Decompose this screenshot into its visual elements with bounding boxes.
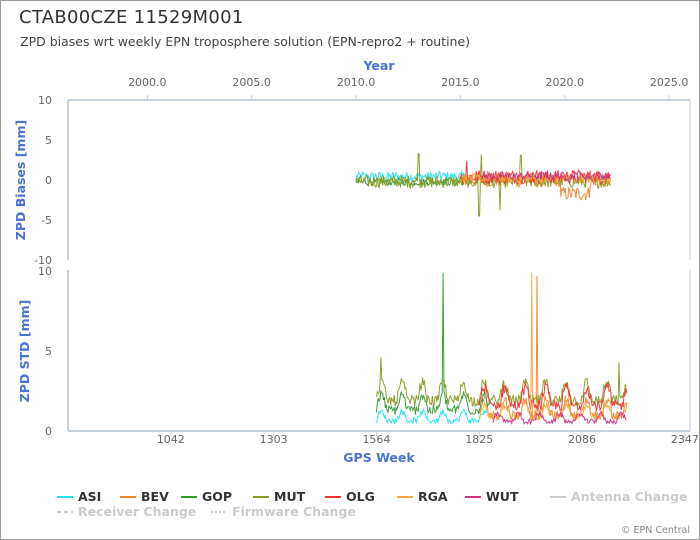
- top-x-ticks: 2000.0 2005.0 2010.0 2015.0 2020.0 2025.0: [128, 76, 688, 100]
- x-tick-label: 2086: [568, 433, 596, 446]
- legend-item-asi[interactable]: ASI: [57, 489, 101, 504]
- top-panel: 2000.0 2005.0 2010.0 2015.0 2020.0 2025.0 -10…: [13, 58, 691, 267]
- legend-label: OLG: [346, 489, 375, 504]
- x-tick-label: 2025.0: [650, 76, 689, 89]
- top-x-axis-label: Year: [363, 58, 396, 73]
- y-tick-label: 5: [45, 134, 52, 147]
- x-tick-label: 2015.0: [441, 76, 480, 89]
- top-y-ticks: -10 -5 0 5 10: [34, 94, 52, 267]
- legend-label: Firmware Change: [232, 504, 356, 519]
- series-line-olg: [478, 380, 628, 412]
- y-tick-label: 10: [38, 94, 52, 107]
- page-title: CTAB00CZE 11529M001: [19, 7, 244, 28]
- credit-text: © EPN Central: [621, 525, 690, 536]
- x-tick-label: 2020.0: [546, 76, 585, 89]
- x-tick-label: 2005.0: [232, 76, 271, 89]
- legend: ASI BEV GOP MUT OLG RGA WUT Antenna Change Recei…: [57, 489, 687, 519]
- y-tick-label: 5: [45, 345, 52, 358]
- bottom-panel: 1042 1303 1564 1825 2086 2347 0 5 10 GPS Week Z…: [17, 265, 699, 465]
- legend-item-gop[interactable]: GOP: [181, 489, 232, 504]
- top-y-axis-label: ZPD Biases [mm]: [13, 120, 28, 240]
- y-tick-label: 0: [45, 425, 52, 438]
- legend-item-wut[interactable]: WUT: [465, 489, 519, 504]
- legend-label: GOP: [202, 489, 232, 504]
- y-tick-label: 0: [45, 174, 52, 187]
- legend-label: WUT: [486, 489, 519, 504]
- bottom-x-axis-label: GPS Week: [343, 450, 415, 465]
- bottom-y-ticks: 0 5 10: [38, 265, 52, 438]
- legend-label: Receiver Change: [78, 504, 196, 519]
- legend-label: BEV: [141, 489, 169, 504]
- legend-label: MUT: [274, 489, 306, 504]
- x-tick-label: 1042: [157, 433, 185, 446]
- bottom-y-axis-label: ZPD STD [mm]: [17, 300, 32, 403]
- legend-label: ASI: [78, 489, 101, 504]
- x-tick-label: 2000.0: [128, 76, 167, 89]
- legend-item-bev[interactable]: BEV: [120, 489, 169, 504]
- legend-item-receiver-change[interactable]: Receiver Change: [57, 504, 196, 519]
- series-line-mut: [355, 153, 611, 217]
- series-line-wut: [481, 170, 611, 182]
- x-tick-label: 1825: [465, 433, 493, 446]
- series-line-wut: [492, 410, 627, 426]
- x-tick-label: 2010.0: [337, 76, 376, 89]
- legend-label: RGA: [418, 489, 448, 504]
- y-tick-label: -10: [34, 254, 52, 267]
- legend-item-olg[interactable]: OLG: [325, 489, 375, 504]
- x-tick-label: 2347: [671, 433, 699, 446]
- series-line-mut: [375, 357, 627, 408]
- page-subtitle: ZPD biases wrt weekly EPN troposphere so…: [20, 34, 471, 49]
- legend-item-rga[interactable]: RGA: [397, 489, 448, 504]
- bottom-x-ticks: 1042 1303 1564 1825 2086 2347: [157, 431, 699, 446]
- y-tick-label: -5: [41, 214, 52, 227]
- x-tick-label: 1564: [362, 433, 390, 446]
- series-line-gop: [375, 272, 489, 415]
- legend-item-antenna-change[interactable]: Antenna Change: [550, 489, 687, 504]
- top-series-group: [355, 153, 612, 217]
- bottom-series-group: [375, 272, 628, 426]
- legend-item-mut[interactable]: MUT: [253, 489, 306, 504]
- legend-item-firmware-change[interactable]: Firmware Change: [211, 504, 356, 519]
- series-line-asi: [375, 407, 488, 426]
- x-tick-label: 1303: [260, 433, 288, 446]
- legend-label: Antenna Change: [571, 489, 687, 504]
- y-tick-label: 10: [38, 265, 52, 278]
